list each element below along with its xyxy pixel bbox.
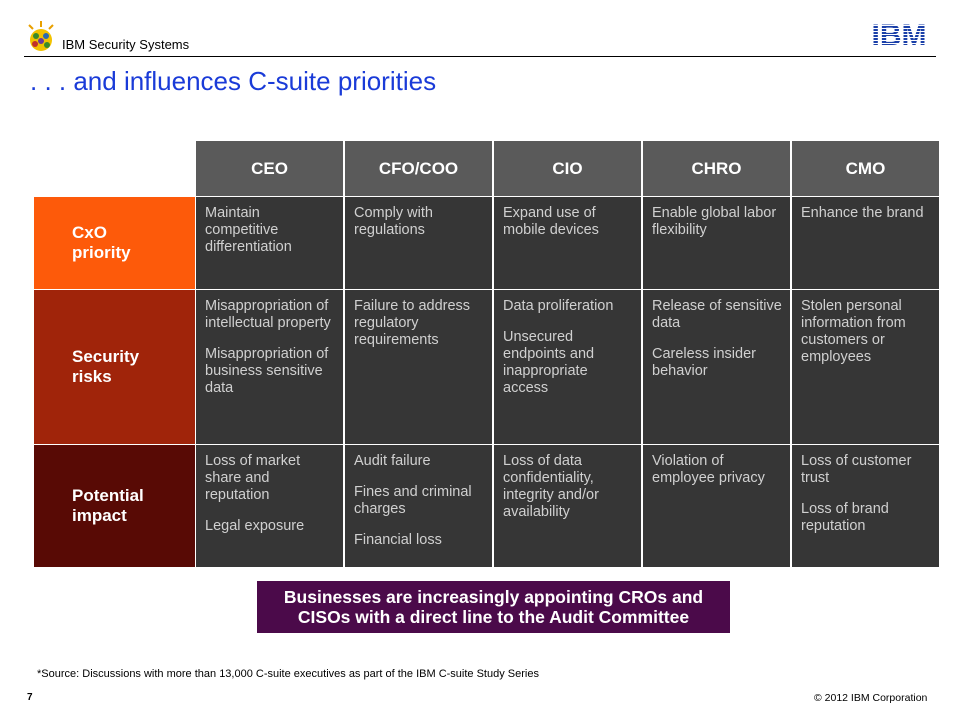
table-cell: Expand use of mobile devices <box>494 197 641 289</box>
cell-text: Misappropriation of business sensitive d… <box>205 346 329 396</box>
cell-text: Unsecured endpoints and inappropriate ac… <box>503 329 595 396</box>
cell-text: Fines and criminal charges <box>354 484 472 517</box>
cell-text: Enable global labor flexibility <box>652 205 777 238</box>
cell-text: Audit failure <box>354 453 431 469</box>
cell-text: Misappropriation of intellectual propert… <box>205 298 331 331</box>
column-header-ceo: CEO <box>196 141 343 196</box>
column-header-cio: CIO <box>494 141 641 196</box>
column-header-cfo-coo: CFO/COO <box>345 141 492 196</box>
table-cell: Stolen personal information from custome… <box>792 290 939 444</box>
row-header-security-risks: Security risks <box>34 290 195 444</box>
priority-table: CEO CFO/COO CIO CHRO CMO CxO priority Maintain… <box>34 141 939 567</box>
svg-text:IBM: IBM <box>872 20 927 48</box>
table-cell: Loss of data confidentiality, integrity … <box>494 445 641 567</box>
column-header-chro: CHRO <box>643 141 790 196</box>
cell-text: Financial loss <box>354 532 442 548</box>
ibm-logo-icon: IBM <box>872 20 927 48</box>
column-header-cmo: CMO <box>792 141 939 196</box>
cell-text: Legal exposure <box>205 518 305 534</box>
table-cell: Enhance the brand <box>792 197 939 289</box>
cell-text: Enhance the brand <box>801 205 924 221</box>
row-header-cxo-priority: CxO priority <box>34 197 195 289</box>
row-header-potential-impact: Potential impact <box>34 445 195 567</box>
table-cell: Loss of market share and reputation Legal… <box>196 445 343 567</box>
callout-line-2: CISOs with a direct line to the Audit Co… <box>297 607 690 627</box>
security-logo-icon <box>28 21 54 51</box>
row-header-label: Security risks <box>72 347 140 386</box>
cell-text: Expand use of mobile devices <box>503 205 599 238</box>
source-footnote: *Source: Discussions with more than 13,0… <box>37 668 539 680</box>
table-cell: Enable global labor flexibility <box>643 197 790 289</box>
table-cell: Loss of customer trust Loss of brand repu… <box>792 445 939 567</box>
table-cell: Failure to address regulatory requiremen… <box>345 290 492 444</box>
table-cell: Data proliferation Unsecured endpoints an… <box>494 290 641 444</box>
cell-text: Loss of customer trust <box>801 453 912 486</box>
cell-text: Loss of brand reputation <box>801 501 889 534</box>
cell-text: Careless insider behavior <box>652 346 756 379</box>
copyright: © 2012 IBM Corporation <box>814 692 928 704</box>
callout-box: Businesses are increasingly appointing C… <box>257 581 730 633</box>
cell-text: Release of sensitive data <box>652 298 782 331</box>
header-divider <box>24 56 936 57</box>
callout-line-1: Businesses are increasingly appointing C… <box>283 587 704 607</box>
table-cell: Audit failure Fines and criminal charges F… <box>345 445 492 567</box>
table-cell: Comply with regulations <box>345 197 492 289</box>
cell-text: Failure to address regulatory requiremen… <box>354 298 471 348</box>
table-cell: Maintain competitive differentiation <box>196 197 343 289</box>
slide-title: . . . and influences C-suite priorities <box>30 66 437 96</box>
table-cell: Release of sensitive data Careless inside… <box>643 290 790 444</box>
row-header-label: Potential impact <box>72 486 144 525</box>
table-cell: Violation of employee privacy <box>643 445 790 567</box>
page-number: 7 <box>27 692 33 703</box>
row-header-label: CxO priority <box>72 223 131 262</box>
cell-text: Comply with regulations <box>354 205 433 238</box>
cell-text: Violation of employee privacy <box>652 453 765 486</box>
cell-text: Stolen personal information from custome… <box>801 298 906 365</box>
table-cell: Misappropriation of intellectual propert… <box>196 290 343 444</box>
cell-text: Loss of market share and reputation <box>205 453 301 503</box>
cell-text: Loss of data confidentiality, integrity … <box>503 453 599 520</box>
brand-name: IBM Security Systems <box>62 37 190 52</box>
cell-text: Data proliferation <box>503 298 614 314</box>
cell-text: Maintain competitive differentiation <box>205 205 292 255</box>
